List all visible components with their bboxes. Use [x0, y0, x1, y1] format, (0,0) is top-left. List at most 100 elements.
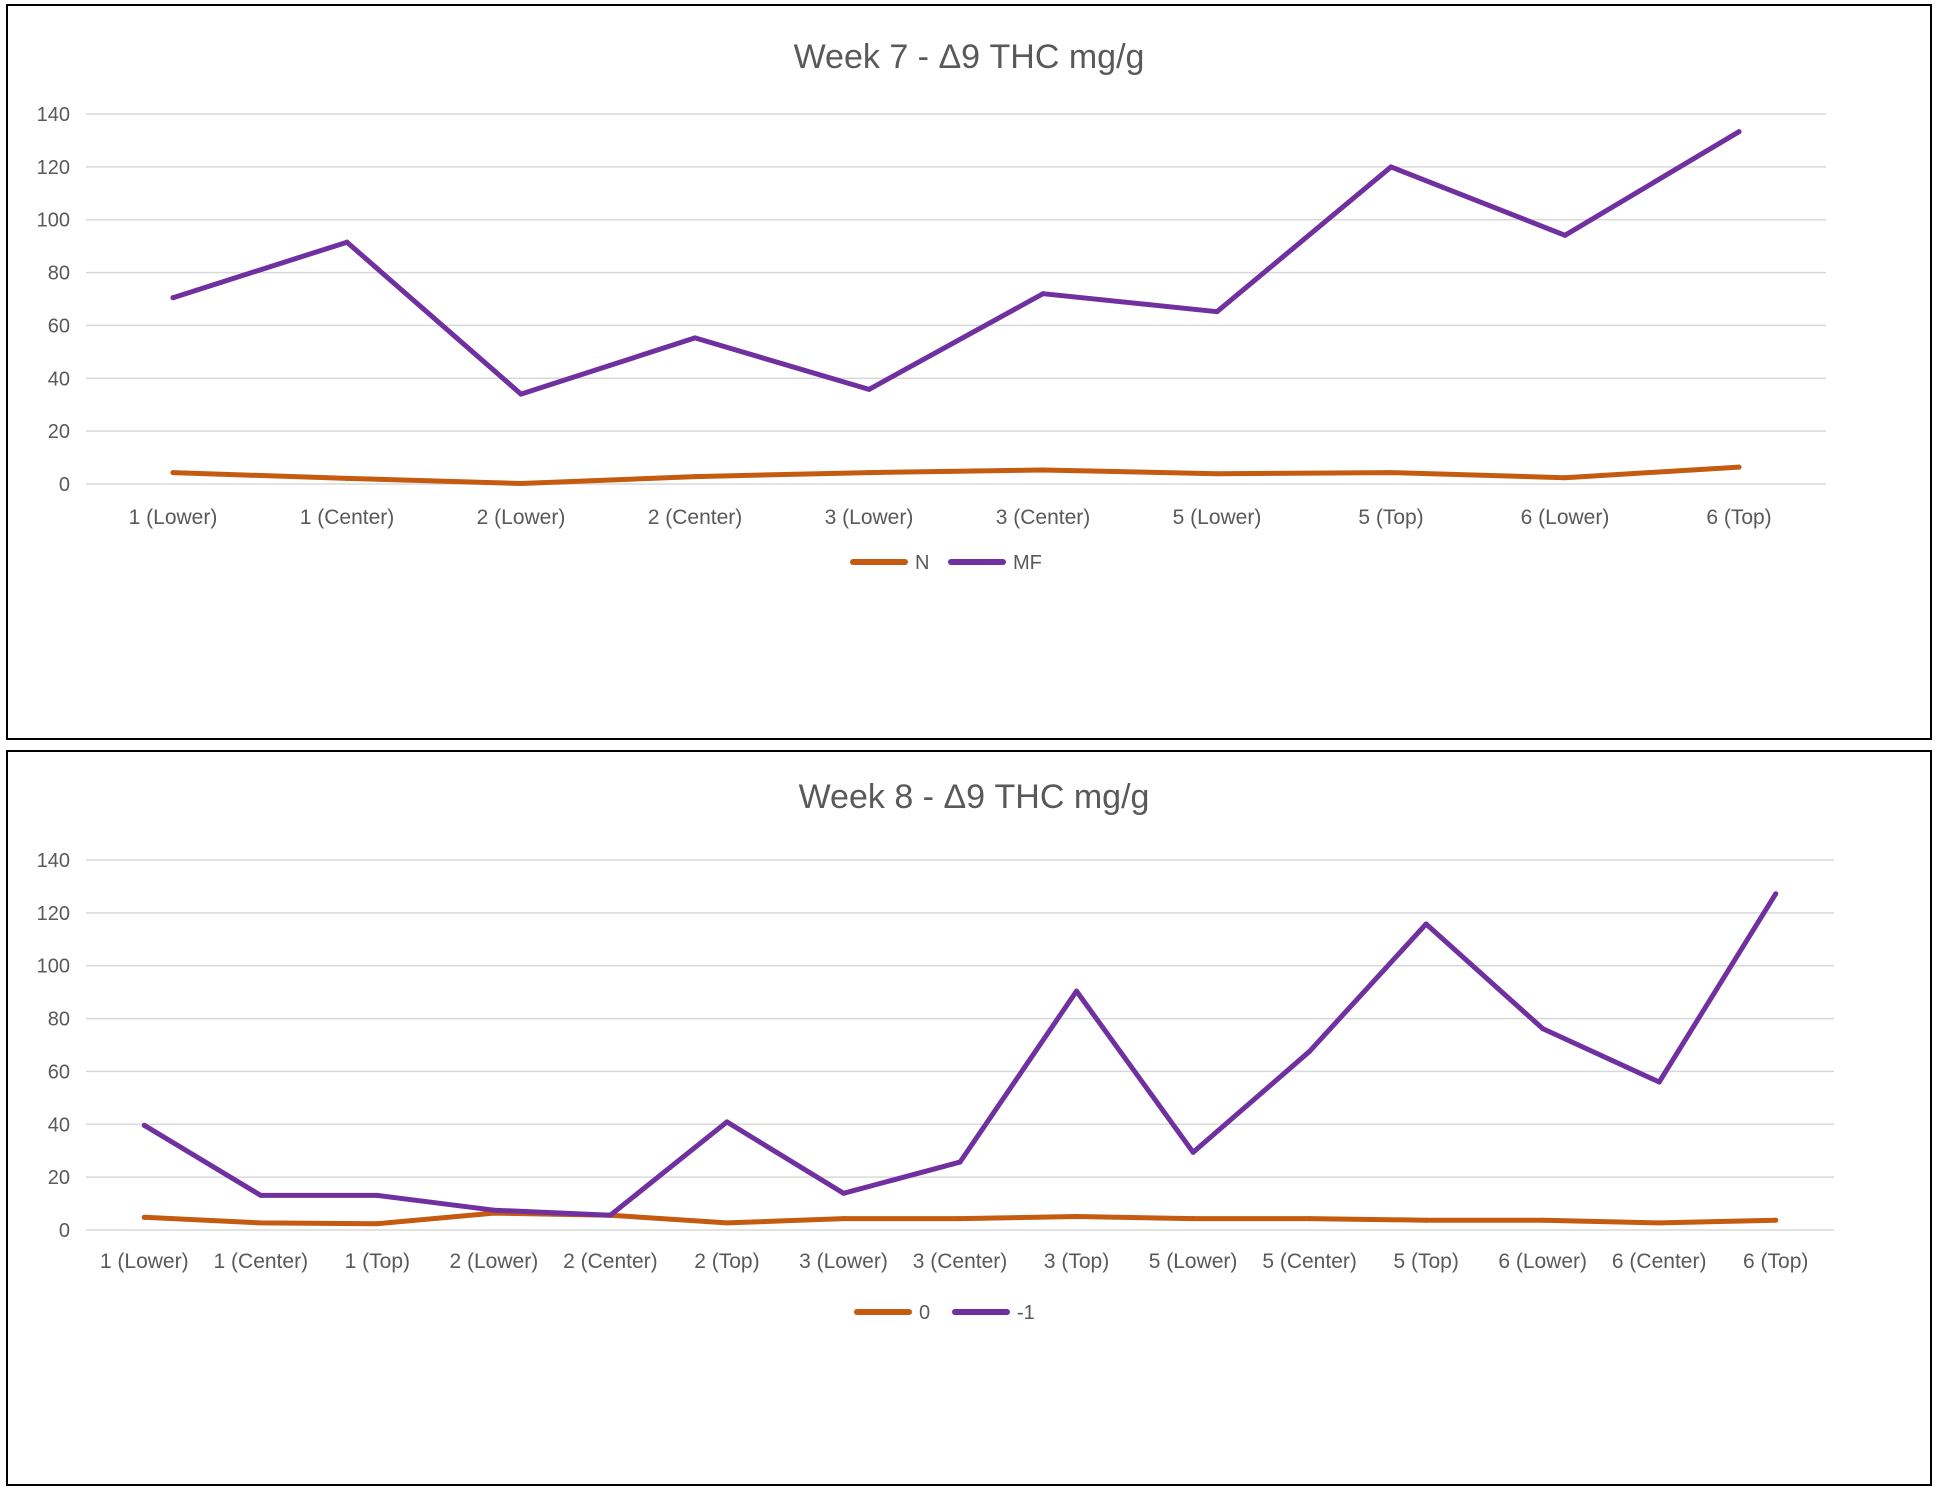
data-point	[607, 1212, 613, 1218]
y-tick-label: 80	[48, 263, 70, 285]
data-point	[840, 1190, 846, 1196]
data-point	[258, 1220, 264, 1226]
data-point	[170, 295, 176, 301]
data-point	[1540, 1217, 1546, 1223]
data-point	[258, 1192, 264, 1198]
data-point	[1190, 1216, 1196, 1222]
y-tick-label: 80	[48, 1009, 70, 1031]
y-tick-label: 140	[37, 850, 70, 872]
x-tick-label: 1 (Top)	[345, 1250, 410, 1273]
data-point	[724, 1119, 730, 1125]
x-tick-label: 3 (Center)	[996, 506, 1091, 529]
data-point	[1773, 1217, 1779, 1223]
data-point	[518, 480, 524, 486]
x-tick-label: 3 (Lower)	[825, 506, 914, 529]
x-tick-label: 2 (Lower)	[477, 506, 566, 529]
data-point	[1307, 1216, 1313, 1222]
x-tick-label: 1 (Lower)	[100, 1250, 189, 1273]
y-tick-label: 140	[37, 104, 70, 126]
chart-title: Week 8 - Δ9 THC mg/g	[799, 778, 1150, 816]
data-point	[141, 1122, 147, 1128]
series-line-purple	[170, 129, 1742, 397]
y-tick-label: 60	[48, 1061, 70, 1083]
x-tick-label: 6 (Center)	[1612, 1250, 1707, 1273]
y-tick-label: 100	[37, 210, 70, 232]
data-point	[866, 470, 872, 476]
x-tick-label: 5 (Top)	[1358, 506, 1423, 529]
data-point	[1214, 309, 1220, 315]
legend-label: MF	[1013, 552, 1042, 574]
data-point	[344, 475, 350, 481]
y-tick-label: 120	[37, 157, 70, 179]
data-point	[1040, 291, 1046, 297]
data-point	[374, 1221, 380, 1227]
data-point	[1190, 1149, 1196, 1155]
chart-panel-week-8: Week 8 - Δ9 THC mg/g 0 20 40 60 80 100 120 140 1…	[6, 750, 1932, 1486]
y-tick-label: 20	[48, 1167, 70, 1189]
x-tick-label: 1 (Lower)	[129, 506, 218, 529]
data-point	[1736, 464, 1742, 470]
data-point	[170, 470, 176, 476]
x-tick-label: 2 (Center)	[648, 506, 743, 529]
x-tick-label: 2 (Lower)	[450, 1250, 539, 1273]
x-tick-label: 6 (Top)	[1743, 1250, 1808, 1273]
x-tick-label: 3 (Lower)	[799, 1250, 888, 1273]
data-point	[1562, 475, 1568, 481]
data-point	[1423, 1217, 1429, 1223]
legend-label: -1	[1017, 1302, 1035, 1324]
data-point	[1040, 467, 1046, 473]
data-point	[866, 386, 872, 392]
y-tick-label: 40	[48, 368, 70, 390]
x-tick-label: 2 (Top)	[694, 1250, 759, 1273]
data-point	[1656, 1079, 1662, 1085]
x-tick-label: 3 (Center)	[913, 1250, 1008, 1273]
y-tick-label: 60	[48, 315, 70, 337]
legend-label: N	[915, 552, 929, 574]
data-point	[1423, 921, 1429, 927]
data-point	[491, 1207, 497, 1213]
x-tick-label: 5 (Lower)	[1173, 506, 1262, 529]
x-tick-label: 6 (Lower)	[1521, 506, 1610, 529]
data-point	[1074, 988, 1080, 994]
data-point	[1562, 232, 1568, 238]
data-point	[1388, 470, 1394, 476]
y-tick-label: 0	[59, 1220, 70, 1242]
line-chart-week-8: Week 8 - Δ9 THC mg/g 0 20 40 60 80 100 120 140 1…	[37, 778, 1834, 1324]
x-tick-label: 3 (Top)	[1044, 1250, 1109, 1273]
y-tick-label: 20	[48, 421, 70, 443]
x-tick-label: 2 (Center)	[563, 1250, 658, 1273]
x-tick-label: 1 (Center)	[214, 1250, 309, 1273]
data-point	[692, 335, 698, 341]
x-tick-label: 5 (Lower)	[1149, 1250, 1238, 1273]
series-line-purple	[141, 891, 1779, 1218]
data-point	[840, 1216, 846, 1222]
x-tick-label: 5 (Top)	[1393, 1250, 1458, 1273]
data-point	[1214, 471, 1220, 477]
x-tick-label: 5 (Center)	[1262, 1250, 1357, 1273]
y-tick-label: 0	[59, 474, 70, 496]
x-tick-label: 6 (Lower)	[1498, 1250, 1587, 1273]
y-tick-label: 100	[37, 956, 70, 978]
data-point	[1540, 1026, 1546, 1032]
data-point	[344, 239, 350, 245]
data-point	[692, 474, 698, 480]
data-point	[957, 1216, 963, 1222]
data-point	[1074, 1214, 1080, 1220]
y-tick-label: 40	[48, 1114, 70, 1136]
line-chart-week-7: Week 7 - Δ9 THC mg/g 0 20 40 60 80 100 120 140 1…	[37, 38, 1826, 574]
y-tick-label: 120	[37, 903, 70, 925]
data-point	[1388, 164, 1394, 170]
data-point	[724, 1220, 730, 1226]
x-tick-label: 1 (Center)	[300, 506, 395, 529]
data-point	[1307, 1048, 1313, 1054]
data-point	[141, 1214, 147, 1220]
data-point	[1656, 1220, 1662, 1226]
chart-panel-week-7: Week 7 - Δ9 THC mg/g 0 20 40 60 80 100 120 140 1…	[6, 4, 1932, 740]
data-point	[1736, 129, 1742, 135]
data-point	[518, 391, 524, 397]
chart-title: Week 7 - Δ9 THC mg/g	[794, 38, 1145, 76]
legend-label: 0	[919, 1302, 930, 1324]
series-line-orange	[170, 464, 1742, 486]
data-point	[374, 1192, 380, 1198]
data-point	[957, 1159, 963, 1165]
